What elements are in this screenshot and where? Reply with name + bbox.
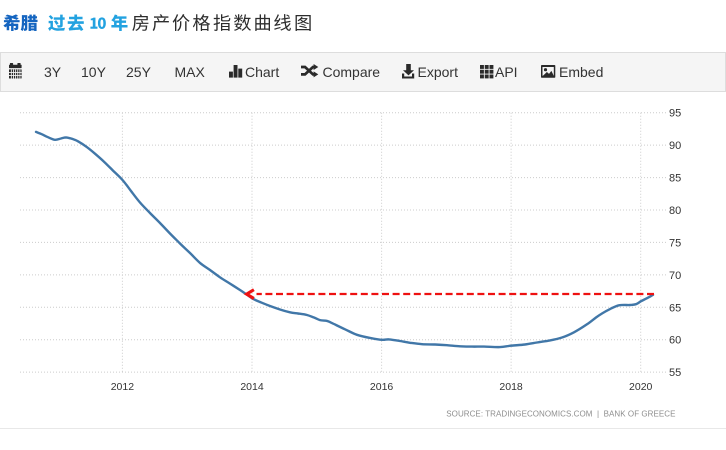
svg-text:60: 60 [669,335,681,347]
svg-text:55: 55 [669,367,681,379]
svg-text:2020: 2020 [629,381,653,393]
svg-text:SOURCE: TRADINGECONOMICS.COM: SOURCE: TRADINGECONOMICS.COM | BANK OF G… [446,409,675,418]
svg-text:80: 80 [669,205,681,217]
svg-text:70: 70 [669,270,681,282]
svg-text:85: 85 [669,173,681,185]
svg-text:2016: 2016 [370,381,394,393]
svg-text:95: 95 [669,108,681,120]
svg-text:2012: 2012 [111,381,135,393]
svg-text:90: 90 [669,140,681,152]
svg-text:75: 75 [669,237,681,249]
svg-text:2014: 2014 [240,381,264,393]
svg-text:2018: 2018 [499,381,523,393]
svg-text:65: 65 [669,302,681,314]
